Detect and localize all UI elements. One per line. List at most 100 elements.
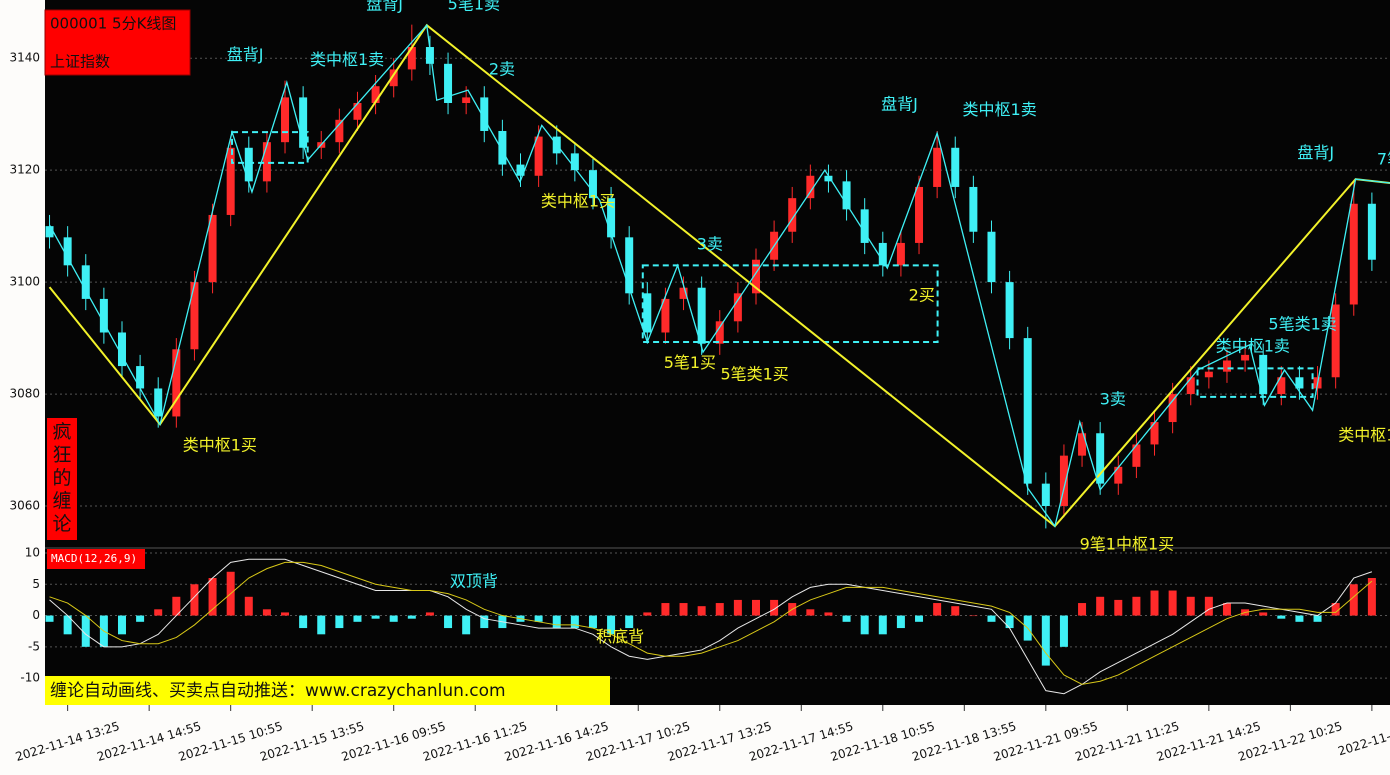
candle-body [1367, 203, 1376, 260]
macd-bar [208, 578, 217, 616]
candle-body [715, 321, 724, 344]
y-tick-label: 3120 [9, 163, 40, 177]
macd-bar [45, 615, 54, 622]
candle-body [1204, 371, 1213, 378]
candle-body [751, 259, 760, 294]
candle-body [1096, 433, 1105, 484]
annotation: 9笔1中枢1买 [1080, 535, 1175, 554]
pivot-box [1196, 367, 1314, 398]
macd-bar [697, 606, 706, 616]
macd-bar [733, 599, 742, 616]
candle-body [1222, 360, 1231, 372]
candle-body [154, 388, 163, 417]
candle-body [570, 153, 579, 171]
macd-bar [806, 609, 815, 616]
annotation: 盘背J [366, 0, 403, 14]
candle-body [335, 119, 344, 143]
annotation: 类中枢1 [1338, 426, 1390, 445]
macd-bar [1277, 615, 1286, 619]
annotation: 5笔1卖 [448, 0, 500, 14]
candle-body [226, 147, 235, 215]
macd-bar [969, 615, 978, 617]
macd-bar [661, 603, 670, 616]
macd-bar [1204, 596, 1213, 616]
macd-title-box [47, 549, 145, 569]
macd-bar [1005, 615, 1014, 629]
y-tick-label: 3060 [9, 499, 40, 513]
annotation: 双顶背 [450, 571, 498, 590]
candle-body [45, 226, 54, 238]
macd-bar [1313, 615, 1322, 622]
candle-body [896, 242, 905, 266]
macd-bar [1186, 596, 1195, 616]
macd-bar [389, 615, 398, 622]
y-tick-label: 5 [32, 577, 40, 591]
candle-body [607, 198, 616, 238]
annotation: 盘背J [1297, 143, 1334, 162]
candle-body [1023, 338, 1032, 484]
macd-bar [371, 615, 380, 619]
pivot-box [641, 264, 939, 344]
macd-bar [190, 584, 199, 616]
candle-body [806, 175, 815, 199]
y-tick-label: 3140 [9, 51, 40, 65]
macd-bar [299, 615, 308, 629]
macd-bar [1078, 603, 1087, 616]
candle-body [480, 97, 489, 131]
annotation: 5笔1买 [664, 353, 716, 372]
annotation: 盘背J [227, 45, 264, 64]
macd-bar [1132, 596, 1141, 616]
macd-bar [915, 615, 924, 622]
macd-bar [1349, 584, 1358, 616]
macd-bar [860, 615, 869, 635]
pen-line [48, 23, 1390, 528]
candle-body [1114, 466, 1123, 484]
macd-bar [1259, 612, 1268, 616]
candle-body [1349, 203, 1358, 305]
macd-bar [679, 603, 688, 616]
macd-dea [49, 561, 1373, 685]
macd-bar [987, 615, 996, 622]
annotation: 2买 [909, 286, 935, 305]
annotation: 5笔类1卖 [1268, 315, 1336, 334]
plot-background [45, 0, 1390, 705]
annotation: 7笔 [1377, 150, 1390, 169]
macd-bar [154, 609, 163, 616]
macd-bar [444, 615, 453, 629]
macd-bar [1041, 615, 1050, 666]
macd-bar [570, 615, 579, 629]
candle-body [136, 366, 145, 389]
candle-body [190, 282, 199, 350]
y-tick-label: -10 [20, 671, 40, 685]
candle-body [1331, 304, 1340, 378]
macd-bar [751, 599, 760, 616]
macd-bar [715, 603, 724, 616]
macd-bar [1096, 596, 1105, 616]
pivot-box [231, 131, 309, 164]
candle-body [987, 231, 996, 283]
candle-body [1241, 354, 1250, 361]
candle-body [661, 298, 670, 333]
macd-dif [49, 558, 1373, 695]
macd-bar [1059, 615, 1068, 647]
macd-bar [353, 615, 362, 622]
candle-body [824, 175, 833, 182]
macd-bar [588, 615, 597, 629]
macd-bar [281, 612, 290, 616]
candle-body [733, 293, 742, 322]
macd-bar [117, 615, 126, 635]
candle-body [407, 47, 416, 70]
macd-bar [81, 615, 90, 647]
macd-bar [63, 615, 72, 635]
candle-body [462, 97, 471, 103]
annotation: 2卖 [489, 59, 515, 78]
macd-bar [824, 612, 833, 616]
candle-body [951, 147, 960, 187]
annotation: 盘背J [881, 95, 918, 114]
candle-body [353, 102, 362, 120]
candle-body [915, 186, 924, 243]
macd-bar [770, 599, 779, 616]
macd-bar [896, 615, 905, 629]
macd-bar [335, 615, 344, 629]
macd-bar [842, 615, 851, 622]
